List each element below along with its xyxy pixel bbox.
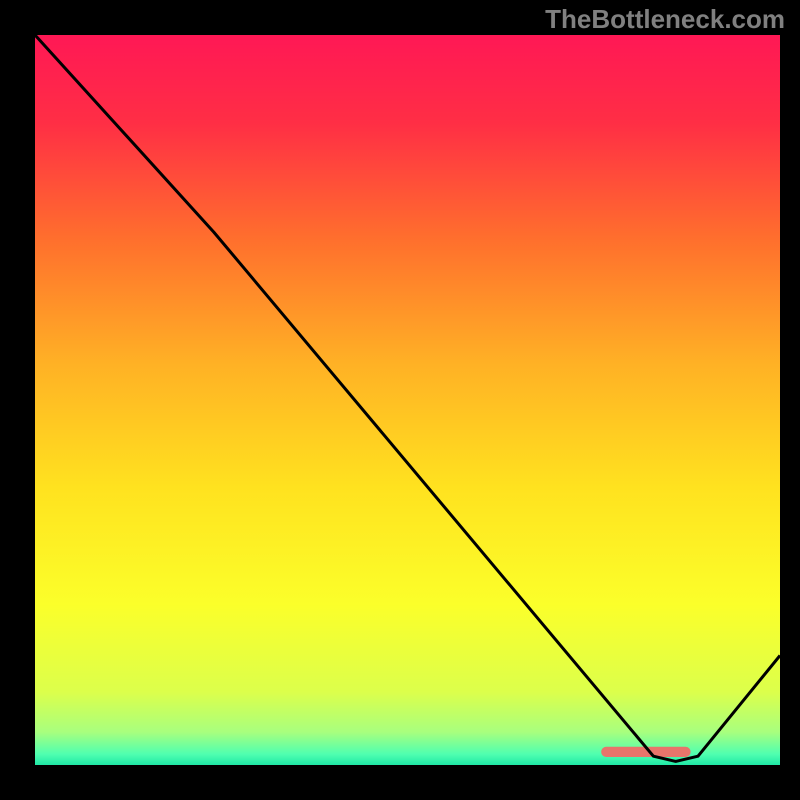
chart-svg xyxy=(0,0,800,800)
plot-background xyxy=(35,35,780,765)
watermark-text: TheBottleneck.com xyxy=(545,4,785,35)
chart-container: TheBottleneck.com xyxy=(0,0,800,800)
